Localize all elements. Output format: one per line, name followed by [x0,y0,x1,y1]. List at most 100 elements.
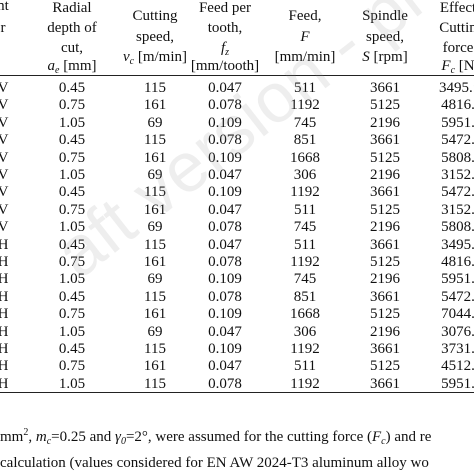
table-cell: 2196 [370,323,400,340]
table-cell: 115 [144,375,166,392]
header-line: Feed per [199,0,251,17]
table-cell: 1.05 [58,167,86,183]
table-cell: 69 [147,219,163,236]
table-cell: 851 [293,132,317,149]
table-cell: V [0,97,9,114]
table-cell: 0.047 [208,80,242,96]
text-segment: r [0,20,6,36]
table-cell: 0.45 [58,236,86,253]
header-line: cut, [61,39,83,57]
header-line: speed, [136,28,174,46]
table-cell: 0.078 [208,132,242,149]
header-line: Cuttin [439,19,474,37]
text-segment: [mm] [59,58,97,74]
table-cell: H [0,358,9,375]
text-segment: force [442,40,474,56]
text-segment: [rpm] [369,49,408,65]
table-cell: 1.05 [58,219,86,236]
table-cell: 5472. [441,132,474,149]
header-line: Radial [52,0,91,17]
table-cell: 5951. [441,271,474,288]
text-segment: mm [0,429,24,445]
text-segment: Feed per [198,0,252,16]
table-cell: 511 [294,236,316,253]
text-segment: Spindle [362,8,408,24]
table-cell: 0.047 [208,236,242,253]
table-cell: 745 [293,114,317,131]
table-cell: V [0,167,9,183]
table-cell: 1192 [290,341,320,357]
table-cell: V [0,219,9,236]
table-cell: 0.078 [208,375,242,392]
table-cell: 2196 [370,271,400,288]
table-cell: 3731. [441,341,474,357]
table-cell: 161 [143,201,167,218]
table-cell: 0.75 [58,306,86,323]
table-cell: 161 [143,149,167,166]
table-cell: 0.109 [208,271,242,288]
table-cell: 115 [144,132,166,149]
table-cell: 745 [293,219,317,236]
header-line: [mm/min] [275,48,336,66]
table-cell: 5125 [370,306,400,323]
table-cell: 0.047 [208,323,242,340]
bottom-rule [0,392,474,393]
footnote-line: calculation (values considered for EN AW… [0,454,429,472]
header-line: ae [mm] [47,57,96,80]
table-cell: 851 [293,288,317,305]
text-segment: Cuttin [439,20,474,36]
table-cell: 0.75 [58,97,86,114]
text-segment: =0.25 and [51,429,116,445]
table-cell: 69 [147,323,163,340]
text-segment: [m/min] [134,49,188,65]
text-segment: [N [455,58,474,74]
table-cell: V [0,184,9,201]
text-segment: Effect [439,0,474,16]
table-cell: 4816. [441,97,474,114]
table-cell: 5472. [441,288,474,305]
table-cell: 0.047 [208,201,242,218]
table-cell: 161 [143,358,167,375]
text-segment: f [220,40,226,56]
header-line: speed, [366,28,404,46]
text-segment: depth of [47,20,97,36]
table-cell: 0.75 [58,358,86,375]
header-line: Cutting [132,7,177,25]
table-cell: H [0,271,9,288]
text-segment: speed, [136,29,174,45]
table-cell: H [0,375,9,392]
text-segment: ) and re [385,429,432,445]
table-cell: 0.078 [208,288,242,305]
text-segment: e [54,65,60,76]
text-segment: , [28,429,36,445]
header-line: [mm/tooth] [191,57,259,75]
table-cell: 0.75 [58,254,86,270]
table-cell: 5808. [441,149,474,166]
table-cell: 3495.: [439,80,474,96]
table-cell: V [0,114,9,131]
table-cell: 5125 [370,149,400,166]
text-segment: =2°, were assumed for the cutting force … [125,429,372,445]
table-cell: 7044. [441,306,474,323]
text-segment: c [381,436,386,447]
table-cell: 1.05 [58,375,86,392]
header-rule [0,75,474,76]
footnote-line: mm2, mc=0.25 and γ0=2°, were assumed for… [0,424,431,451]
text-segment: speed, [366,29,404,45]
text-segment: F [300,29,310,45]
table-cell: 4816. [441,254,474,270]
table-cell: 0.047 [208,167,242,183]
text-segment: Feed, [288,8,322,24]
text-segment: F [371,429,382,445]
table-cell: 1.05 [58,323,86,340]
header-line: Effect [440,0,474,17]
table-cell: 161 [143,306,167,323]
table-cell: 0.078 [208,97,242,114]
table-cell: 3661 [370,184,400,201]
text-segment: c [129,56,135,67]
text-segment: c [450,65,456,76]
header-line: r [1,19,6,37]
table-cell: 1192 [290,375,320,392]
table-cell: 0.75 [58,149,86,166]
header-line: Feed, [289,7,322,25]
